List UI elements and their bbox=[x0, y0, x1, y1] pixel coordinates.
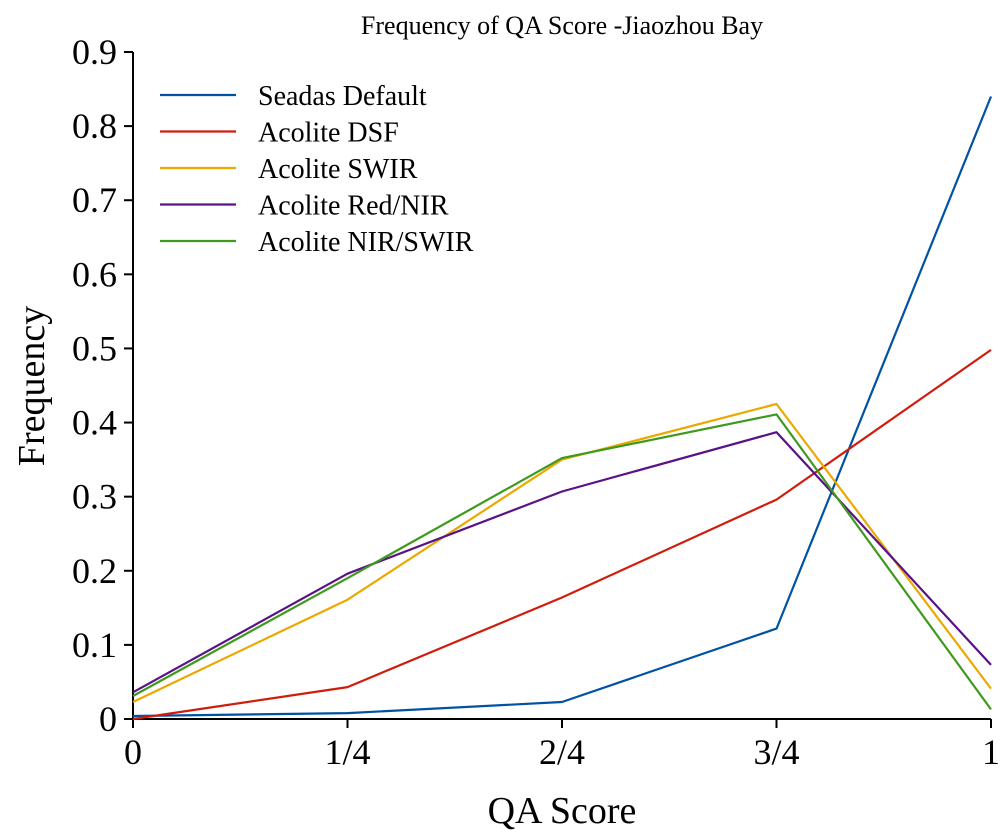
y-tick-label: 0.9 bbox=[72, 32, 117, 72]
y-tick-label: 0.2 bbox=[72, 551, 117, 591]
x-tick-label: 2/4 bbox=[539, 732, 585, 772]
axes: 0 0.1 0.2 0.3 0.4 0.5 0.6 0.7 0.8 0.9 0 1/4 2/4 3/4 1 bbox=[72, 32, 1000, 772]
legend-label-acolite-dsf: Acolite DSF bbox=[258, 118, 399, 149]
legend-label-acolite-red-nir: Acolite Red/NIR bbox=[258, 191, 449, 222]
legend: Seadas Default Acolite DSF Acolite SWIR Aco… bbox=[160, 81, 474, 258]
x-axis-label: QA Score bbox=[488, 790, 637, 832]
y-tick-label: 0.1 bbox=[72, 625, 117, 665]
y-tick-label: 0.8 bbox=[72, 106, 117, 146]
x-tick-label: 1 bbox=[982, 732, 1000, 772]
y-tick-label: 0.7 bbox=[72, 180, 117, 220]
legend-label-acolite-nir-swir: Acolite NIR/SWIR bbox=[258, 227, 474, 258]
x-tick-label: 1/4 bbox=[324, 732, 370, 772]
chart-title: Frequency of QA Score -Jiaozhou Bay bbox=[361, 11, 763, 40]
y-tick-label: 0 bbox=[99, 699, 117, 739]
series-line-seadas-default bbox=[132, 96, 993, 718]
series-line-acolite-red-nir bbox=[132, 431, 992, 694]
y-tick-label: 0.4 bbox=[72, 403, 117, 443]
series-line-acolite-dsf bbox=[132, 348, 992, 721]
x-tick-label: 3/4 bbox=[753, 732, 799, 772]
x-tick-label: 0 bbox=[124, 732, 142, 772]
y-tick-label: 0.5 bbox=[72, 328, 117, 368]
legend-label-acolite-swir: Acolite SWIR bbox=[258, 154, 418, 185]
legend-label-seadas-default: Seadas Default bbox=[258, 81, 427, 112]
y-axis-label: Frequency bbox=[11, 306, 53, 466]
y-tick-label: 0.3 bbox=[72, 477, 117, 517]
series-line-acolite-nir-swir bbox=[132, 413, 992, 711]
series-lines bbox=[132, 96, 993, 721]
y-tick-label: 0.6 bbox=[72, 254, 117, 294]
series-line-acolite-swir bbox=[132, 402, 992, 703]
